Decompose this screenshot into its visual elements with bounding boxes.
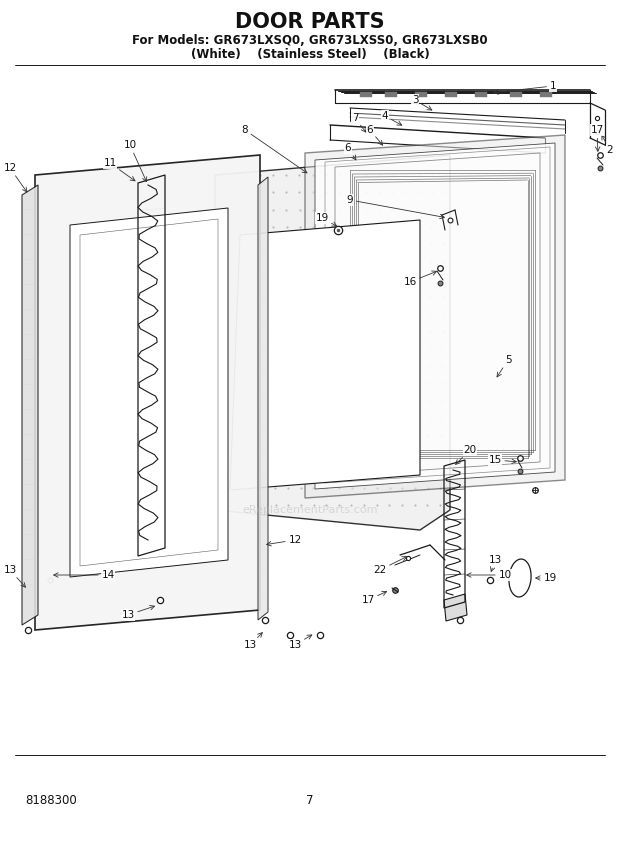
Text: 4: 4 (382, 111, 402, 125)
Text: 13: 13 (3, 565, 25, 587)
Text: 17: 17 (361, 591, 387, 605)
Text: DOOR PARTS: DOOR PARTS (235, 12, 385, 32)
Text: 16: 16 (404, 271, 436, 287)
Ellipse shape (509, 559, 531, 597)
Polygon shape (138, 538, 168, 570)
Text: 11: 11 (104, 158, 135, 181)
Polygon shape (315, 143, 555, 489)
Text: 8: 8 (242, 125, 307, 173)
Text: 7: 7 (352, 113, 366, 132)
Polygon shape (305, 135, 565, 498)
Text: 14: 14 (54, 570, 115, 580)
Text: 8188300: 8188300 (25, 794, 77, 806)
Text: 13: 13 (288, 635, 312, 650)
Text: 15: 15 (489, 455, 516, 465)
Text: 22: 22 (373, 556, 407, 575)
Text: eReplacementParts.com: eReplacementParts.com (242, 505, 378, 515)
Text: (White)    (Stainless Steel)    (Black): (White) (Stainless Steel) (Black) (190, 47, 430, 61)
Text: 6: 6 (345, 143, 356, 160)
Text: 17: 17 (590, 125, 604, 152)
Polygon shape (35, 155, 260, 630)
Text: For Models: GR673LXSQ0, GR673LXSS0, GR673LXSB0: For Models: GR673LXSQ0, GR673LXSS0, GR67… (132, 33, 488, 46)
Polygon shape (70, 208, 228, 577)
Text: 13: 13 (244, 633, 262, 650)
Polygon shape (510, 92, 522, 97)
Text: 6: 6 (366, 125, 383, 146)
Text: 20: 20 (456, 445, 477, 464)
Text: 12: 12 (267, 535, 301, 546)
Polygon shape (385, 92, 397, 97)
Polygon shape (360, 92, 372, 97)
Text: 5: 5 (497, 355, 511, 377)
Polygon shape (445, 92, 457, 97)
Text: 10: 10 (467, 570, 512, 580)
Text: 9: 9 (347, 195, 445, 219)
Text: 2: 2 (602, 135, 613, 155)
Polygon shape (444, 594, 467, 621)
Text: 1: 1 (494, 81, 556, 94)
Text: 13: 13 (122, 605, 154, 620)
Polygon shape (215, 155, 450, 530)
Text: 13: 13 (489, 555, 502, 572)
Text: 19: 19 (536, 573, 557, 583)
Polygon shape (415, 92, 427, 97)
Text: 19: 19 (316, 213, 337, 226)
Polygon shape (22, 185, 38, 625)
Polygon shape (258, 177, 268, 620)
Text: 3: 3 (412, 95, 432, 110)
Polygon shape (230, 220, 420, 490)
Text: 10: 10 (123, 140, 147, 181)
Text: 7: 7 (306, 794, 314, 806)
Polygon shape (475, 92, 487, 97)
Polygon shape (540, 92, 552, 97)
Text: 12: 12 (3, 163, 27, 192)
